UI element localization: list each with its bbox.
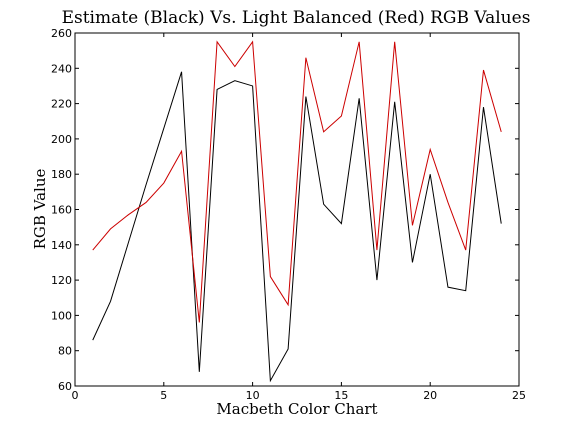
y-tick-label: 240 bbox=[51, 62, 72, 75]
x-tick-label: 0 bbox=[72, 389, 79, 402]
y-tick-label: 100 bbox=[51, 309, 72, 322]
plot-frame bbox=[74, 32, 520, 387]
x-tick-label: 20 bbox=[423, 389, 437, 402]
y-tick-label: 80 bbox=[58, 345, 72, 358]
axis-ticks: 0 5 10 15 20 25 60 80 100 120 140 160 180 200 220 240 26… bbox=[51, 27, 526, 402]
x-axis-label: Macbeth Color Chart bbox=[216, 400, 377, 418]
y-tick-label: 260 bbox=[51, 27, 72, 40]
y-tick-label: 220 bbox=[51, 98, 72, 111]
y-tick-label: 160 bbox=[51, 204, 72, 217]
y-tick-label: 120 bbox=[51, 274, 72, 287]
x-tick-label: 15 bbox=[334, 389, 348, 402]
x-tick-label: 5 bbox=[160, 389, 167, 402]
y-tick-label: 180 bbox=[51, 168, 72, 181]
y-axis-label: RGB Value bbox=[31, 168, 49, 249]
y-tick-label: 60 bbox=[58, 380, 72, 393]
series-lines bbox=[92, 40, 502, 383]
estimate-series-line bbox=[92, 71, 502, 383]
y-tick-label: 140 bbox=[51, 239, 72, 252]
x-tick-label: 25 bbox=[512, 389, 526, 402]
x-tick-label: 10 bbox=[246, 389, 260, 402]
light-balanced-series-line bbox=[92, 40, 502, 323]
y-tick-label: 200 bbox=[51, 133, 72, 146]
chart-title: Estimate (Black) Vs. Light Balanced (Red… bbox=[62, 8, 531, 28]
